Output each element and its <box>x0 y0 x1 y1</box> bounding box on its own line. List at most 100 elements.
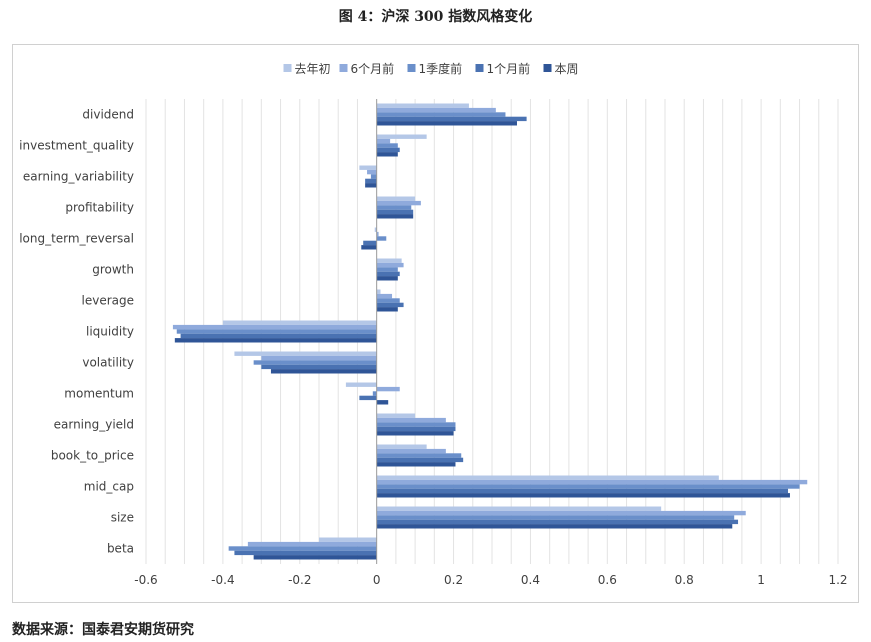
x-tick-label: 0.8 <box>675 573 694 587</box>
bar-investment-quality-1 <box>376 138 391 144</box>
legend-label: 6个月前 <box>351 61 395 76</box>
bar-long-term-reversal-4 <box>361 245 377 250</box>
category-label: size <box>111 511 134 525</box>
bar-dividend-4 <box>376 121 517 126</box>
bar-dividend-3 <box>376 116 527 122</box>
bar-earning-yield-3 <box>376 426 456 432</box>
bar-dividend-2 <box>376 112 506 117</box>
x-tick-label: 0.6 <box>598 573 617 587</box>
bar-mid-cap-4 <box>376 493 790 498</box>
bar-size-2 <box>376 515 735 520</box>
bar-earning-variability-1 <box>367 169 377 175</box>
bar-long-term-reversal-1 <box>376 231 379 237</box>
bar-size-0 <box>376 506 662 511</box>
bar-size-1 <box>376 510 746 516</box>
x-tick-label: -0.6 <box>134 573 157 587</box>
bar-earning-yield-0 <box>376 413 416 418</box>
bar-earning-yield-4 <box>376 431 454 436</box>
bar-earning-variability-4 <box>365 183 377 188</box>
bar-investment-quality-3 <box>376 147 400 153</box>
legend-swatch <box>475 64 484 72</box>
bar-volatility-3 <box>261 364 377 370</box>
bar-book-to-price-2 <box>376 453 462 458</box>
bar-momentum-0 <box>345 382 377 387</box>
category-label: earning_variability <box>23 170 134 184</box>
bar-earning-yield-1 <box>376 417 446 423</box>
x-tick-label: 0.4 <box>521 573 540 587</box>
bar-long-term-reversal-0 <box>374 227 377 232</box>
figure-title: 图 4：沪深 300 指数风格变化 <box>338 9 533 25</box>
bar-beta-1 <box>247 541 377 547</box>
bar-momentum-1 <box>376 386 400 392</box>
bar-mid-cap-3 <box>376 488 789 494</box>
bar-momentum-3 <box>359 395 377 401</box>
category-label: leverage <box>82 294 135 308</box>
bar-leverage-3 <box>376 302 404 308</box>
bar-earning-variability-2 <box>370 174 377 179</box>
bar-beta-4 <box>253 555 377 560</box>
bar-book-to-price-4 <box>376 462 456 467</box>
x-tick-label: -0.2 <box>288 573 311 587</box>
bar-profitability-0 <box>376 196 416 201</box>
bar-liquidity-1 <box>172 324 377 330</box>
bar-investment-quality-4 <box>376 152 398 157</box>
category-label: profitability <box>65 201 134 215</box>
bar-growth-2 <box>376 267 398 272</box>
bar-growth-3 <box>376 271 400 277</box>
bar-dividend-1 <box>376 107 496 113</box>
bar-momentum-4 <box>376 400 389 405</box>
bar-chart: dividend investment_quality earning_variab… <box>19 61 847 587</box>
legend-swatch <box>283 64 292 72</box>
bar-liquidity-3 <box>180 333 377 339</box>
category-label: dividend <box>82 108 134 122</box>
legend-label: 本周 <box>555 62 579 76</box>
bar-beta-3 <box>234 550 377 556</box>
legend-label: 1季度前 <box>419 61 463 76</box>
chart-frame: dividend investment_quality earning_variab… <box>12 44 859 603</box>
bar-earning-variability-0 <box>359 165 377 170</box>
bar-investment-quality-2 <box>376 143 398 148</box>
category-label: momentum <box>64 387 134 401</box>
category-label: long_term_reversal <box>19 232 134 246</box>
category-label: growth <box>92 263 134 277</box>
bar-earning-yield-2 <box>376 422 456 427</box>
bar-mid-cap-2 <box>376 484 800 489</box>
category-label: volatility <box>82 356 134 370</box>
bar-profitability-1 <box>376 200 421 206</box>
bar-growth-0 <box>376 258 402 263</box>
category-label: book_to_price <box>51 449 134 463</box>
bar-size-3 <box>376 519 739 525</box>
bar-beta-0 <box>319 537 377 542</box>
source-note: 数据来源：国泰君安期货研究 <box>12 622 194 638</box>
bar-profitability-4 <box>376 214 414 219</box>
bar-mid-cap-0 <box>376 475 719 480</box>
legend-swatch <box>407 64 416 72</box>
bar-leverage-1 <box>376 293 393 299</box>
bar-book-to-price-1 <box>376 448 446 454</box>
bar-long-term-reversal-3 <box>363 240 377 246</box>
bar-leverage-0 <box>376 289 381 294</box>
bar-earning-variability-3 <box>365 178 377 184</box>
bar-long-term-reversal-2 <box>376 236 387 241</box>
bar-leverage-2 <box>376 298 400 303</box>
x-tick-label: -0.4 <box>211 573 234 587</box>
x-tick-label: 0.2 <box>444 573 463 587</box>
category-label: earning_yield <box>54 418 134 432</box>
x-tick-label: 0 <box>373 573 381 587</box>
x-tick-label: 1 <box>757 573 765 587</box>
bar-book-to-price-0 <box>376 444 427 449</box>
bar-mid-cap-1 <box>376 479 808 485</box>
x-tick-label: 1.2 <box>828 573 847 587</box>
bar-book-to-price-3 <box>376 457 464 463</box>
bar-growth-1 <box>376 262 404 268</box>
bar-volatility-1 <box>261 355 377 361</box>
bar-volatility-2 <box>253 360 377 365</box>
bar-investment-quality-0 <box>376 134 427 139</box>
bar-leverage-4 <box>376 307 398 312</box>
bar-beta-2 <box>228 546 377 551</box>
category-label: mid_cap <box>84 480 134 494</box>
bar-momentum-2 <box>372 391 377 396</box>
category-label: investment_quality <box>19 139 134 153</box>
bar-liquidity-0 <box>222 320 377 325</box>
bar-profitability-2 <box>376 205 412 210</box>
